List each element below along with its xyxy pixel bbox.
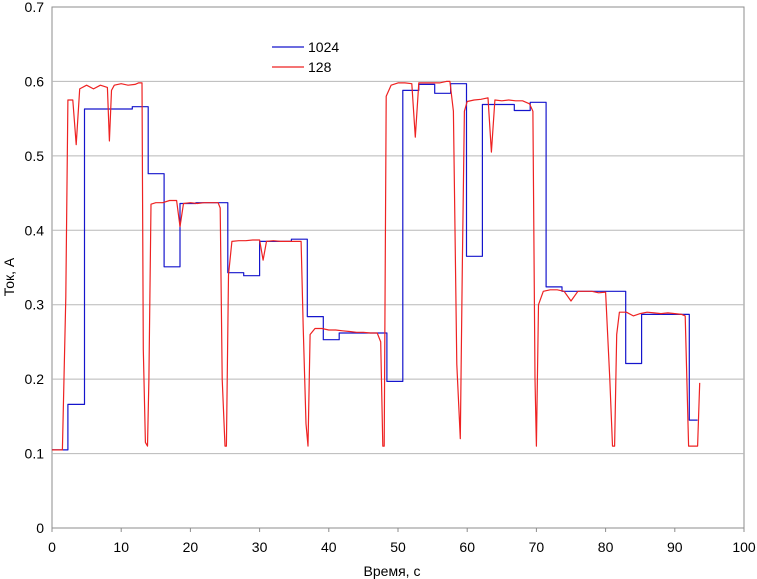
- legend-label-128: 128: [308, 59, 332, 75]
- x-tick-label: 30: [252, 539, 268, 555]
- x-tick-label: 80: [598, 539, 614, 555]
- series-line-1024: [52, 83, 698, 451]
- x-tick-label: 20: [183, 539, 199, 555]
- series-line-128: [52, 80, 701, 451]
- x-tick-label: 50: [390, 539, 406, 555]
- x-tick-label: 10: [113, 539, 129, 555]
- x-tick-label: 90: [667, 539, 683, 555]
- y-tick-label: 0.1: [25, 446, 45, 462]
- y-tick-label: 0.3: [25, 297, 45, 313]
- y-tick-label: 0.5: [25, 148, 45, 164]
- y-axis-label: Ток, А: [1, 257, 17, 296]
- gridlines: [52, 80, 744, 455]
- x-tick-label: 70: [529, 539, 545, 555]
- series-lines: [52, 80, 701, 451]
- x-tick-label: 40: [321, 539, 337, 555]
- x-tick-label: 0: [48, 539, 56, 555]
- plot-area: [51, 6, 745, 529]
- y-tick-label: 0.7: [25, 0, 45, 15]
- y-tick-label: 0: [36, 520, 44, 536]
- x-tick-label: 60: [459, 539, 475, 555]
- y-axis-tick-labels: 0 0.1 0.2 0.3 0.4 0.5 0.6 0.7: [25, 0, 45, 536]
- x-axis-tick-labels: 0 10 20 30 40 50 60 70 80 90 100: [48, 528, 756, 555]
- y-tick-label: 0.4: [25, 222, 45, 238]
- x-tick-label: 100: [732, 539, 756, 555]
- y-tick-label: 0.6: [25, 73, 45, 89]
- legend: 1024 128: [272, 39, 339, 75]
- legend-label-1024: 1024: [308, 39, 339, 55]
- y-tick-label: 0.2: [25, 371, 45, 387]
- x-axis-label: Время, с: [364, 563, 421, 579]
